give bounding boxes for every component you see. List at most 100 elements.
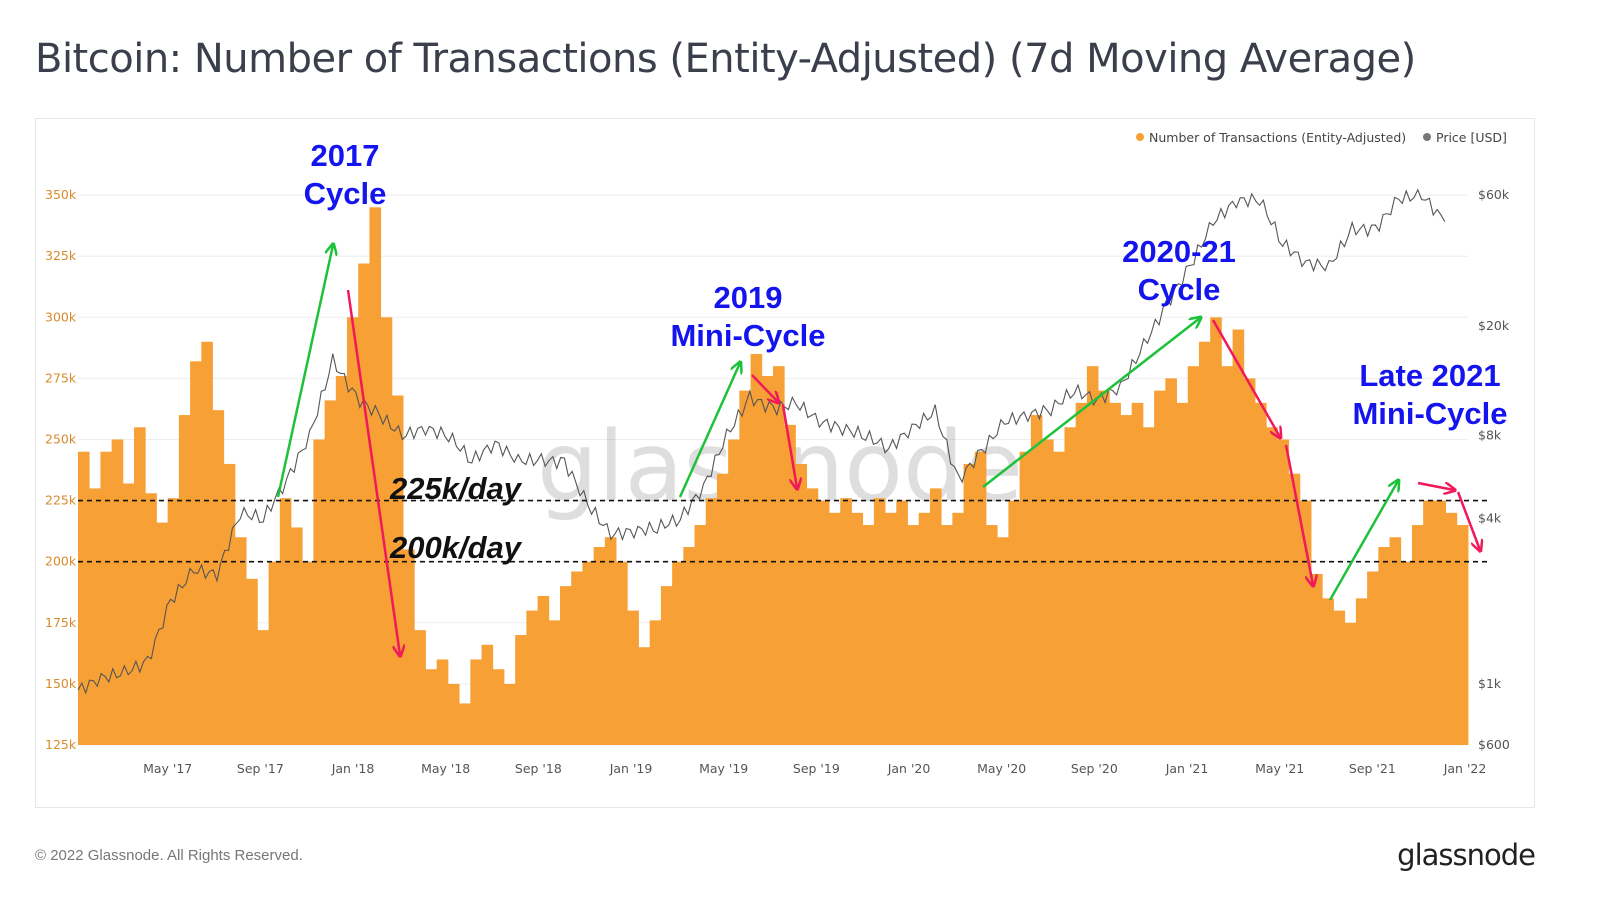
bar — [1378, 547, 1390, 745]
y-left-tick-label: 150k — [45, 676, 77, 691]
bar — [134, 427, 146, 745]
bar — [918, 512, 931, 745]
y-right-tick-label: $600 — [1478, 737, 1510, 752]
bar — [1311, 573, 1323, 745]
bar — [347, 317, 359, 745]
bar — [324, 400, 337, 745]
y-left-tick-label: 350k — [45, 187, 77, 202]
bar — [627, 610, 639, 745]
bar — [414, 630, 426, 745]
legend-label-transactions[interactable]: Number of Transactions (Entity-Adjusted) — [1149, 130, 1406, 145]
bar — [1277, 439, 1290, 745]
bar — [1019, 451, 1032, 745]
up-arrow — [1328, 481, 1398, 601]
bar — [111, 439, 124, 745]
bar — [1187, 366, 1200, 745]
annotation-2019-line2: Mini-Cycle — [670, 318, 825, 353]
bar — [279, 498, 292, 745]
x-tick-label: May '18 — [421, 761, 470, 776]
y-left-tick-label: 300k — [45, 309, 77, 324]
up-arrow — [276, 245, 333, 498]
bar — [806, 488, 819, 745]
bar — [313, 439, 326, 745]
x-tick-label: Jan '18 — [331, 761, 375, 776]
bar — [167, 498, 180, 745]
bar — [358, 263, 370, 745]
bar — [1266, 427, 1278, 745]
down-arrow — [1211, 319, 1280, 437]
bar — [963, 463, 976, 745]
bar — [1355, 598, 1368, 745]
bar — [773, 366, 785, 745]
bar — [1075, 402, 1088, 745]
bar — [974, 451, 987, 745]
bar — [638, 647, 651, 745]
bar — [1109, 402, 1121, 745]
bar — [1322, 598, 1334, 745]
bar — [526, 610, 538, 745]
reference-lines — [78, 499, 1488, 563]
bar — [616, 561, 628, 745]
bar — [985, 525, 998, 745]
bar — [694, 525, 707, 745]
x-tick-label: Sep '21 — [1349, 761, 1396, 776]
chart-title: Bitcoin: Number of Transactions (Entity-… — [35, 36, 1416, 82]
x-tick-label: Sep '19 — [793, 761, 840, 776]
annotation-2017-line2: Cycle — [304, 176, 387, 211]
bar — [672, 561, 684, 745]
bar — [1232, 329, 1245, 745]
legend[interactable]: Number of Transactions (Entity-Adjusted)… — [1136, 130, 1507, 145]
bar — [548, 620, 561, 745]
bar — [246, 578, 258, 745]
bar — [1333, 610, 1346, 745]
copyright: © 2022 Glassnode. All Rights Reserved. — [35, 847, 303, 864]
bar — [593, 547, 606, 745]
bar — [1400, 561, 1413, 745]
annotation-2017-line1: 2017 — [311, 138, 380, 173]
legend-swatch-transactions — [1136, 133, 1144, 141]
bar — [190, 361, 202, 745]
x-tick-label: May '17 — [143, 761, 192, 776]
down-arrow — [1284, 444, 1313, 585]
legend-label-price[interactable]: Price [USD] — [1436, 130, 1507, 145]
x-tick-label: May '20 — [977, 761, 1026, 776]
annotation-2019-line1: 2019 — [714, 280, 783, 315]
bar — [481, 644, 494, 745]
down-arrow — [751, 374, 778, 402]
bar — [470, 659, 482, 745]
bar — [302, 561, 314, 745]
y-right-tick-label: $60k — [1478, 187, 1510, 202]
bar — [1098, 390, 1110, 745]
bar — [1086, 366, 1099, 745]
bar — [728, 439, 740, 745]
bar — [335, 375, 348, 745]
down-arrow — [1417, 481, 1454, 490]
bar — [604, 537, 617, 745]
annotation-late-2021-line2: Mini-Cycle — [1352, 396, 1507, 431]
x-tick-label: May '21 — [1255, 761, 1304, 776]
bar — [851, 512, 864, 745]
bar — [1389, 537, 1402, 745]
bar — [1198, 341, 1211, 745]
bar — [537, 595, 550, 745]
bar — [660, 586, 673, 745]
x-tick-label: Sep '18 — [515, 761, 562, 776]
bar — [1411, 525, 1424, 745]
glassnode-logo: glassnode — [1397, 838, 1536, 872]
y-left-tick-label: 225k — [45, 493, 77, 508]
bar — [156, 522, 169, 745]
bar — [829, 512, 841, 745]
up-arrow — [678, 363, 740, 498]
bar — [1344, 622, 1357, 745]
bar — [1434, 500, 1446, 745]
ref-label-225k: 225k/day — [389, 471, 523, 506]
x-tick-label: Jan '19 — [609, 761, 653, 776]
y-left-tick-label: 325k — [45, 248, 77, 263]
down-arrow — [781, 404, 797, 488]
bar — [862, 525, 875, 745]
bar — [560, 586, 572, 745]
bar — [997, 537, 1009, 745]
bar — [1445, 512, 1458, 745]
bar — [1288, 473, 1301, 745]
y-right-tick-label: $20k — [1478, 318, 1510, 333]
